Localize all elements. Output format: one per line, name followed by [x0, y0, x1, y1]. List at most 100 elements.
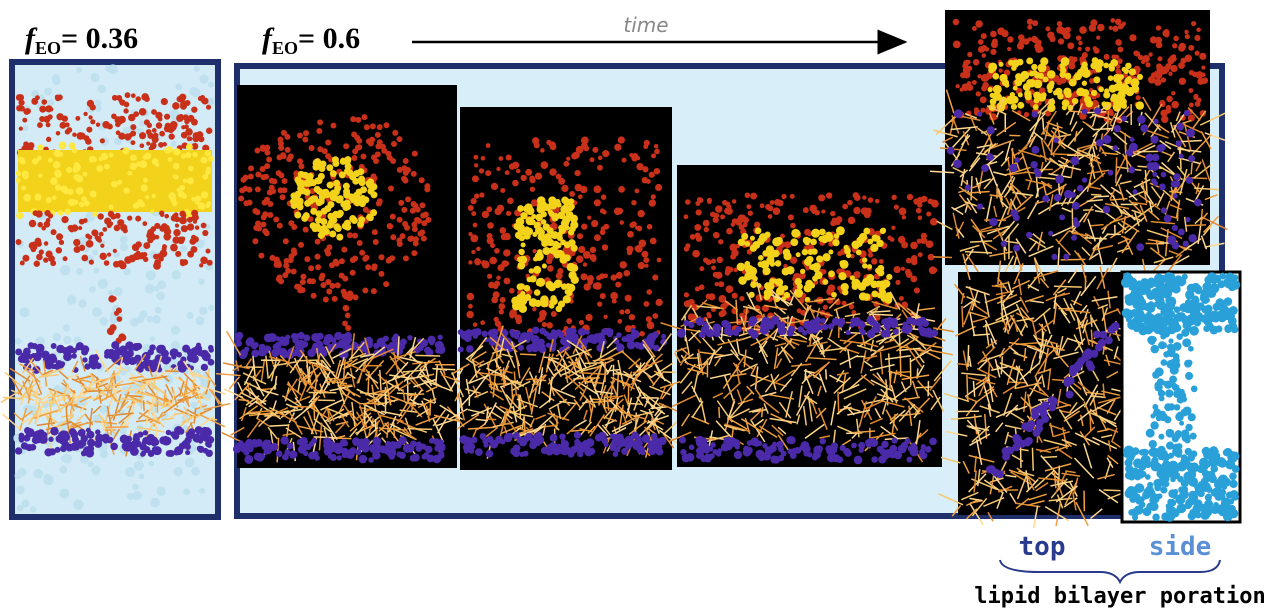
- bead: [784, 292, 790, 298]
- bead: [1093, 76, 1100, 83]
- bead: [350, 116, 356, 122]
- bead: [410, 208, 416, 214]
- bead: [1168, 72, 1172, 76]
- lipid-tail: [144, 400, 145, 411]
- bead: [679, 436, 686, 443]
- bead: [35, 95, 40, 100]
- bead: [55, 171, 62, 178]
- bead: [267, 212, 273, 218]
- bead: [44, 88, 52, 96]
- bead: [71, 348, 77, 354]
- bead: [372, 437, 381, 446]
- bead: [840, 260, 849, 269]
- bead: [601, 194, 607, 200]
- bead: [38, 173, 42, 177]
- bead: [350, 270, 356, 276]
- bead: [405, 196, 411, 202]
- bead: [895, 280, 900, 285]
- bead: [832, 454, 840, 462]
- bead: [52, 74, 60, 82]
- bead: [918, 215, 922, 219]
- bead: [179, 217, 187, 225]
- bead: [21, 159, 26, 164]
- bead: [466, 345, 474, 353]
- bead: [750, 236, 755, 241]
- bead: [181, 225, 188, 232]
- bead: [281, 130, 287, 136]
- bead: [506, 211, 511, 216]
- bead: [1154, 79, 1161, 86]
- bead: [647, 224, 653, 230]
- bead: [361, 445, 369, 453]
- bead: [22, 255, 29, 262]
- bead: [16, 239, 22, 245]
- lipid-tail: [397, 393, 416, 394]
- bead: [89, 260, 94, 265]
- bead: [180, 100, 188, 108]
- bead: [83, 172, 88, 177]
- bead: [574, 170, 580, 176]
- bead: [487, 274, 492, 279]
- bead: [616, 434, 624, 442]
- bead: [182, 213, 187, 218]
- bead: [427, 336, 435, 344]
- bead: [185, 458, 195, 468]
- bead: [110, 214, 116, 220]
- bead: [326, 164, 333, 171]
- bead: [45, 105, 52, 112]
- bead: [200, 156, 207, 163]
- bead: [473, 223, 478, 228]
- bead: [1027, 37, 1031, 41]
- bead: [565, 289, 570, 294]
- bead: [553, 331, 559, 337]
- bead: [696, 317, 704, 325]
- bead: [311, 333, 320, 342]
- bead: [868, 197, 874, 203]
- bead: [583, 146, 589, 152]
- bead: [735, 444, 740, 449]
- bead: [56, 247, 62, 253]
- bead: [537, 317, 542, 322]
- bead: [142, 363, 148, 369]
- bead: [619, 261, 626, 268]
- bead: [846, 253, 851, 258]
- bead: [347, 232, 353, 238]
- bead: [639, 331, 645, 337]
- bead: [594, 234, 601, 241]
- bead: [416, 441, 422, 447]
- bead: [1011, 104, 1017, 110]
- bead: [16, 171, 22, 177]
- bead: [81, 450, 87, 456]
- bead: [281, 178, 287, 184]
- bead: [1034, 72, 1041, 79]
- bead: [22, 125, 28, 131]
- bead: [516, 318, 522, 324]
- bead: [518, 345, 524, 351]
- bead: [158, 117, 163, 122]
- bead: [124, 366, 131, 373]
- bead: [778, 327, 786, 335]
- bead: [375, 151, 381, 157]
- bead: [1091, 90, 1097, 96]
- bead: [39, 249, 44, 254]
- bead: [1104, 54, 1110, 60]
- lipid-tail: [106, 427, 129, 428]
- bead: [812, 454, 818, 460]
- bead: [331, 337, 336, 342]
- bead: [421, 236, 427, 242]
- bead: [981, 33, 987, 39]
- lipid-tail: [910, 358, 911, 385]
- bead: [122, 228, 127, 233]
- bead: [715, 282, 719, 286]
- bead: [263, 174, 269, 180]
- bead: [1027, 25, 1032, 30]
- bead: [713, 232, 720, 239]
- bead: [1201, 66, 1205, 70]
- bead: [276, 262, 282, 268]
- bead: [788, 214, 794, 220]
- bead: [768, 283, 775, 290]
- bead: [537, 249, 542, 254]
- bead: [156, 486, 165, 495]
- bead: [990, 31, 997, 38]
- bead: [631, 221, 637, 227]
